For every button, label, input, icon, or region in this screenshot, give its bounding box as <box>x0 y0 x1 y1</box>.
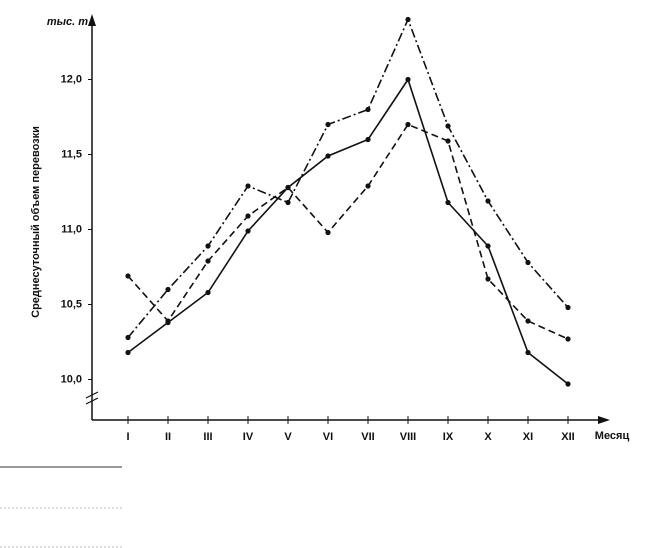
x-tick-label: VII <box>361 431 374 443</box>
data-point <box>285 184 291 191</box>
x-tick-label: VI <box>323 431 333 443</box>
data-point <box>245 183 251 189</box>
data-point <box>445 123 451 129</box>
data-point <box>445 138 451 144</box>
data-point <box>125 273 131 279</box>
x-tick-label: VIII <box>400 431 417 443</box>
series-line <box>127 77 569 385</box>
x-tick-label: IX <box>443 431 454 443</box>
x-axis-arrow <box>598 416 610 424</box>
data-point <box>165 286 171 293</box>
data-point <box>325 153 331 159</box>
data-point <box>405 76 411 83</box>
data-point <box>125 334 131 341</box>
data-point <box>205 243 211 249</box>
data-point <box>365 136 371 143</box>
data-point <box>485 243 491 249</box>
x-tick-label: XII <box>561 431 574 443</box>
y-tick-label: 12,0 <box>61 73 82 85</box>
axis-break <box>85 391 99 405</box>
data-point <box>485 198 491 204</box>
data-point <box>165 318 171 324</box>
data-point <box>365 106 371 113</box>
data-point <box>325 121 331 128</box>
x-tick-label: X <box>484 431 492 443</box>
data-point <box>565 304 571 311</box>
data-point <box>245 213 251 219</box>
data-point <box>285 199 291 206</box>
data-point <box>525 318 531 324</box>
data-point <box>525 349 531 356</box>
data-point <box>365 183 371 189</box>
data-point <box>125 349 131 356</box>
data-point <box>205 289 211 296</box>
data-point <box>565 381 571 387</box>
series-line <box>127 123 569 340</box>
series-line <box>127 17 569 339</box>
y-tick-label: 11,0 <box>61 223 82 235</box>
x-axis-label: Месяц <box>595 430 630 442</box>
y-axis-label: Среднесуточный объем перевозки <box>30 126 42 318</box>
data-point <box>245 228 251 234</box>
y-axis-arrow <box>88 14 96 26</box>
data-point <box>205 258 211 264</box>
x-tick-label: III <box>203 431 212 443</box>
x-tick-label: V <box>284 431 292 443</box>
y-tick-label: 11,5 <box>61 148 82 160</box>
data-point <box>405 16 411 23</box>
x-tick-label: IV <box>243 431 254 443</box>
x-tick-label: XI <box>523 431 533 443</box>
data-point <box>405 121 411 128</box>
y-tick-label: 10,5 <box>61 298 82 310</box>
x-tick-label: II <box>165 431 171 443</box>
data-point <box>565 336 571 342</box>
y-tick-label: 10,0 <box>61 373 82 385</box>
data-point <box>485 276 491 282</box>
x-tick-label: I <box>126 431 129 443</box>
y-unit: тыс. т <box>47 16 88 28</box>
data-point <box>445 199 451 206</box>
data-point <box>325 229 331 236</box>
data-point <box>525 259 531 266</box>
